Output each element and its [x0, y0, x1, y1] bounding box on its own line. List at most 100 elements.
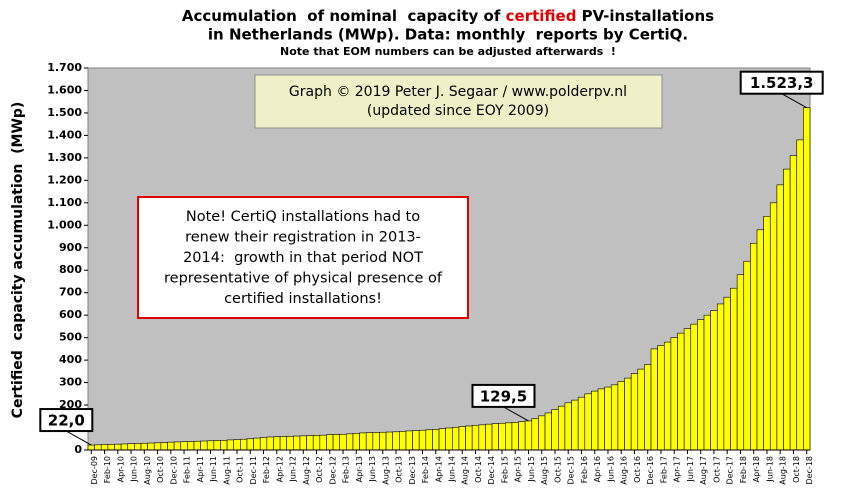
x-tick-label: Dec-14: [487, 456, 496, 485]
x-tick-label: Aug-16: [620, 456, 629, 485]
x-tick-label: Jun-10: [130, 456, 139, 483]
bar: [471, 424, 480, 451]
bar: [697, 319, 705, 451]
x-tick-label: Apr-14: [434, 456, 443, 482]
chart-title-line: in Netherlands (MWp). Data: monthly repo…: [208, 26, 688, 44]
bar: [458, 426, 466, 451]
bar: [273, 436, 281, 451]
bar: [200, 440, 208, 451]
bar: [100, 444, 109, 451]
x-tick-label: Feb-12: [262, 456, 271, 483]
bar: [624, 377, 632, 451]
x-tick-label: Apr-10: [116, 456, 125, 482]
x-tick-label: Apr-17: [673, 456, 682, 482]
bar: [240, 438, 248, 451]
y-tick-label: 1.700: [47, 61, 82, 74]
bar: [505, 422, 513, 451]
x-tick-label: Aug-17: [699, 456, 708, 485]
x-tick-label: Oct-16: [633, 456, 642, 483]
credit-text: Graph © 2019 Peter J. Segaar / www.polde…: [289, 84, 627, 100]
x-tick-label: Feb-17: [659, 456, 668, 483]
bar: [405, 430, 413, 451]
bar: [465, 425, 473, 451]
bar: [94, 444, 102, 451]
bar: [412, 430, 420, 451]
bar: [498, 422, 506, 451]
bar: [610, 384, 619, 451]
y-tick-label: 600: [59, 308, 82, 321]
bar: [670, 337, 678, 451]
x-tick-label: Jun-11: [209, 456, 218, 483]
x-tick-label: Dec-18: [805, 456, 814, 485]
bar: [723, 296, 731, 451]
x-tick-label: Oct-17: [712, 456, 721, 483]
x-tick-label: Apr-12: [275, 456, 284, 482]
bar: [253, 437, 261, 451]
bar: [432, 429, 440, 451]
y-tick-label: 700: [59, 286, 82, 299]
bar: [134, 443, 142, 451]
bar: [299, 435, 307, 451]
y-tick-label: 1.200: [47, 173, 82, 186]
bar: [180, 441, 188, 451]
bar: [763, 216, 771, 451]
value-label: 1.523,3: [750, 74, 814, 92]
bar: [803, 107, 811, 451]
x-tick-label: Aug-13: [381, 456, 390, 485]
bar: [187, 441, 195, 451]
bar: [683, 328, 692, 451]
bar: [796, 139, 804, 451]
note-box: [137, 196, 469, 319]
x-tick-label: Jun-14: [448, 456, 457, 483]
x-tick-label: Aug-12: [302, 456, 311, 485]
value-label-box: [471, 383, 536, 408]
bar: [399, 431, 407, 451]
bar: [286, 435, 294, 451]
x-tick-label: Oct-10: [156, 456, 165, 483]
bar: [617, 381, 625, 451]
y-tick-label: 1.400: [47, 128, 82, 141]
x-tick-label: Aug-11: [222, 456, 231, 485]
bar: [531, 418, 539, 451]
x-tick-label: Feb-10: [103, 456, 112, 483]
bar: [650, 348, 658, 451]
x-tick-label: Aug-18: [779, 456, 788, 485]
bar: [511, 422, 519, 451]
y-tick-label: 200: [59, 398, 82, 411]
bar: [153, 442, 162, 451]
note-text: 2014: growth in that period NOT: [183, 250, 423, 266]
x-tick-label: Jun-18: [765, 456, 774, 483]
x-tick-label: Dec-13: [408, 456, 417, 485]
value-label-box: [39, 408, 94, 433]
x-tick-label: Apr-11: [196, 456, 205, 482]
bar: [776, 184, 784, 451]
bar: [736, 274, 745, 451]
bar: [114, 443, 122, 451]
x-tick-label: Oct-15: [553, 456, 562, 483]
note-text: renew their registration in 2013-: [185, 230, 421, 246]
bar: [551, 409, 559, 451]
bar: [319, 434, 327, 451]
note-text: Note! CertiQ installations had to: [186, 209, 420, 225]
bar: [604, 386, 612, 451]
y-tick-label: 1.600: [47, 83, 82, 96]
x-tick-label: Dec-15: [567, 456, 576, 485]
x-tick-label: Feb-18: [739, 456, 748, 483]
bar: [584, 393, 592, 451]
x-tick-label: Aug-10: [143, 456, 152, 485]
bar: [259, 437, 268, 451]
bar: [710, 310, 718, 451]
x-tick-label: Feb-13: [342, 456, 351, 483]
y-tick-label: 900: [59, 241, 82, 254]
bar: [160, 442, 168, 451]
x-tick-label: Jun-13: [368, 456, 377, 483]
bar: [418, 429, 427, 451]
chart-title: Accumulation of nominal capacity of cert…: [182, 7, 714, 25]
x-tick-label: Apr-13: [355, 456, 364, 482]
bar: [564, 402, 572, 451]
y-tick-label: 800: [59, 263, 82, 276]
bar: [644, 364, 652, 451]
x-tick-label: Feb-16: [580, 456, 589, 483]
title-highlight: certified: [506, 7, 577, 25]
x-tick-label: Oct-13: [395, 456, 404, 483]
